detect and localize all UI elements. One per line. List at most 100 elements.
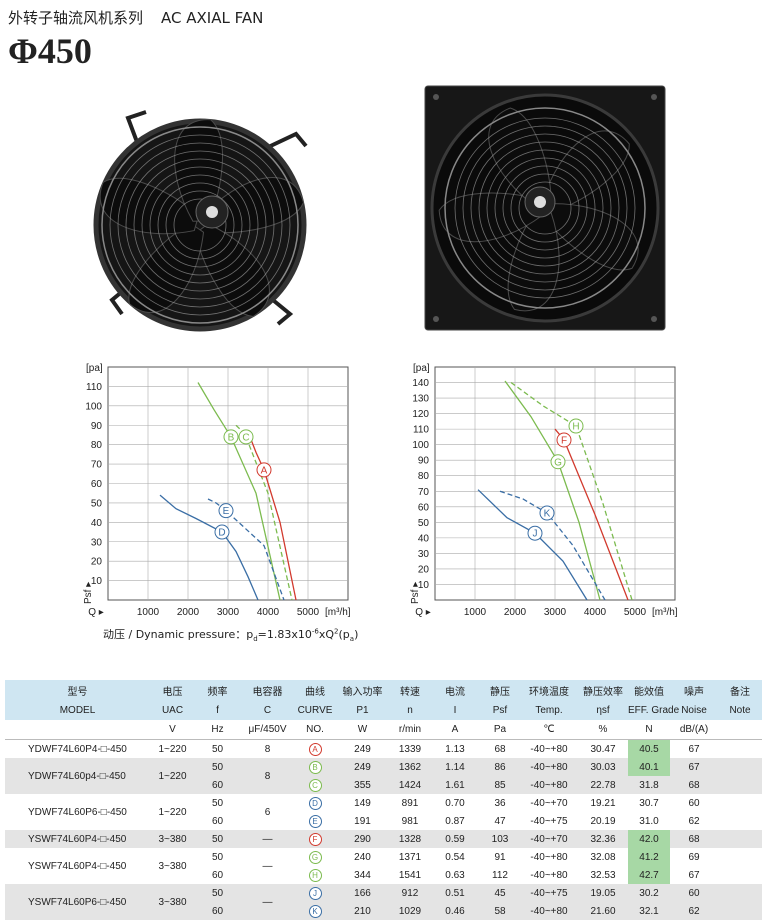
frequency-cell: 60 (195, 776, 240, 794)
curve-name: H (572, 422, 579, 433)
i-cell: 1.61 (430, 776, 480, 794)
psf-cell: 58 (480, 902, 520, 920)
temp-cell: -40~+80 (520, 776, 578, 794)
curve-badge: F (308, 832, 322, 846)
unit-cell: ℃ (520, 720, 578, 740)
curve-cell: G (295, 848, 335, 866)
grade-cell: 30.2 (628, 884, 670, 902)
unit-cell: % (578, 720, 628, 740)
y-tick-label: 100 (412, 440, 429, 451)
i-cell: 0.70 (445, 797, 465, 809)
eff-cell: 32.36 (578, 830, 628, 848)
header-cell: 环境温度 (520, 680, 578, 700)
title-en: AC AXIAL FAN (161, 9, 264, 27)
spec-table: 型号 电压 频率 电容器 曲线 输入功率 转速 电流 静压 环境温度 静压效率 能效值 噪声 备注 MODE… (5, 680, 762, 920)
temp-cell: -40~+80 (530, 869, 568, 881)
eff-cell: 32.53 (590, 869, 616, 881)
curve-badge (223, 429, 239, 445)
grade-cell: 40.5 (628, 739, 670, 758)
eff-cell: 19.21 (590, 797, 616, 809)
table-row: YDWF74L60P4-□-450 1~220 50 8 A 249 1339 1.13 68 -… (5, 739, 762, 758)
curve-badge (214, 524, 230, 540)
psf-cell: 91 (494, 851, 506, 863)
table-row: YSWF74L60P4-□-450 3~380 50 — G 240 1371 0.54 91 -… (5, 848, 762, 872)
grade-cell: 42.7 (628, 866, 670, 884)
x-tick-label: 3000 (544, 607, 567, 618)
y-tick-label: 50 (418, 518, 430, 529)
y-axis-label: [pa] (86, 363, 103, 374)
formula-sup: 2 (334, 627, 339, 636)
header-cell: 噪声 (670, 680, 718, 700)
n-cell: 1541 (398, 869, 422, 881)
curve-cell: D (295, 794, 335, 812)
x-tick-label: 5000 (297, 607, 320, 618)
note-cell (718, 884, 762, 902)
unit-cell (5, 720, 150, 740)
p1-cell: 149 (354, 797, 371, 809)
n-cell: 891 (401, 797, 419, 809)
y-tick-label: 130 (412, 394, 429, 405)
p1-cell: 249 (354, 743, 371, 755)
curve-badge: B (308, 760, 322, 774)
curve-badge (527, 525, 543, 541)
x-tick-label: 2000 (504, 607, 527, 618)
y-tick-label: 80 (91, 440, 103, 451)
p1-cell: 290 (335, 830, 390, 848)
y-tick-label: 30 (91, 537, 103, 548)
x-tick-label: 4000 (584, 607, 607, 618)
note-cell (718, 866, 762, 884)
curve-cell: F (295, 830, 335, 848)
curve-badge (568, 418, 584, 434)
voltage-cell: 3~380 (158, 860, 187, 872)
n-cell: 1029 (390, 902, 430, 920)
frequency-cell: 50 (211, 743, 224, 755)
psf-cell: 47 (494, 815, 506, 827)
psf-cell: 36 (494, 797, 506, 809)
y-tick-label: 90 (91, 421, 103, 432)
y-axis-label: [pa] (413, 363, 430, 374)
p1-cell: 249 (335, 758, 390, 776)
y-tick-label: 90 (418, 456, 430, 467)
unit-cell: N (628, 720, 670, 740)
formula-text: ) (354, 628, 359, 641)
eff-cell: 30.03 (578, 758, 628, 776)
x-tick-label: 3000 (217, 607, 240, 618)
i-cell: 0.87 (445, 815, 465, 827)
curve-cell: E (295, 812, 335, 830)
y-tick-label: 10 (91, 576, 103, 587)
n-cell: 1328 (390, 830, 430, 848)
psf-cell: 112 (492, 869, 508, 881)
curve-badge (539, 505, 555, 521)
formula-text: xQ (318, 628, 335, 641)
x-tick-label: 1000 (137, 607, 160, 618)
table-row: 60 H 344 1541 0.63 112 -40~+80 32.53 42.7 67 (5, 866, 762, 884)
noise-cell: 68 (670, 830, 718, 848)
y-tick-label: 20 (418, 564, 430, 575)
eff-cell: 19.05 (578, 884, 628, 902)
frequency-cell: 60 (211, 815, 224, 827)
table-row: YDWF74L60p4-□-450 1~220 50 8 B 249 1362 1.14 86-… (5, 758, 762, 794)
curve-name: A (261, 465, 268, 476)
y-tick-label: 100 (85, 401, 102, 412)
grade-cell: 30.7 (639, 797, 659, 809)
x-tick-label: 1000 (464, 607, 487, 618)
eff-cell: 20.19 (590, 815, 616, 827)
curve-name: G (554, 457, 562, 468)
note-cell (718, 902, 762, 920)
curve-badge: H (308, 868, 322, 882)
table-row: MODEL UAC f C CURVE P1 n I Psf Temp. ηsf EFF. Grade… (5, 700, 762, 720)
p1-cell: 240 (354, 851, 371, 863)
frequency-cell: 50 (211, 851, 224, 863)
header-cell: MODEL (5, 700, 150, 720)
curve-name: D (218, 528, 225, 539)
header-cell: 静压 (480, 680, 520, 700)
note-cell (718, 776, 762, 794)
curve-cell: K (295, 902, 335, 920)
formula-sub: a (349, 635, 355, 644)
curve-name: J (533, 529, 538, 540)
frequency-cell: 60 (211, 869, 224, 881)
voltage-cell: 1~220 (158, 806, 187, 818)
curve (249, 436, 297, 601)
psf-label: Psf ▸ (83, 582, 94, 604)
